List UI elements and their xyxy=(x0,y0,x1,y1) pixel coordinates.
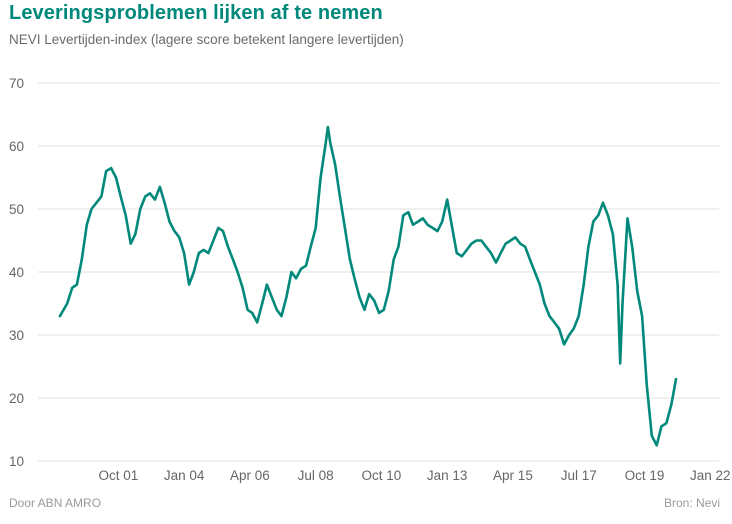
x-tick-label: Apr 15 xyxy=(493,468,533,483)
footer-credit: Door ABN AMRO xyxy=(9,496,102,510)
x-tick-label: Jan 22 xyxy=(690,468,731,483)
chart-title: Leveringsproblemen lijken af te nemen xyxy=(9,2,383,24)
x-tick-label: Oct 10 xyxy=(362,468,402,483)
x-tick-label: Oct 19 xyxy=(625,468,665,483)
y-tick-label: 30 xyxy=(9,328,24,343)
y-tick-label: 40 xyxy=(9,265,24,280)
y-tick-label: 10 xyxy=(9,454,24,469)
x-tick-label: Oct 01 xyxy=(98,468,138,483)
footer-source: Bron: Nevi xyxy=(663,496,720,510)
y-tick-label: 50 xyxy=(9,202,24,217)
y-tick-label: 60 xyxy=(9,139,24,154)
x-tick-label: Jul 17 xyxy=(561,468,597,483)
y-tick-label: 20 xyxy=(9,391,24,406)
x-tick-label: Jan 13 xyxy=(427,468,468,483)
x-tick-label: Apr 06 xyxy=(230,468,270,483)
y-tick-label: 70 xyxy=(9,76,24,91)
series-line-nevi-levertijden-index xyxy=(58,125,678,447)
chart-subtitle: NEVI Levertijden-index (lagere score bet… xyxy=(9,32,404,47)
x-tick-label: Jul 08 xyxy=(298,468,334,483)
x-tick-label: Jan 04 xyxy=(164,468,205,483)
